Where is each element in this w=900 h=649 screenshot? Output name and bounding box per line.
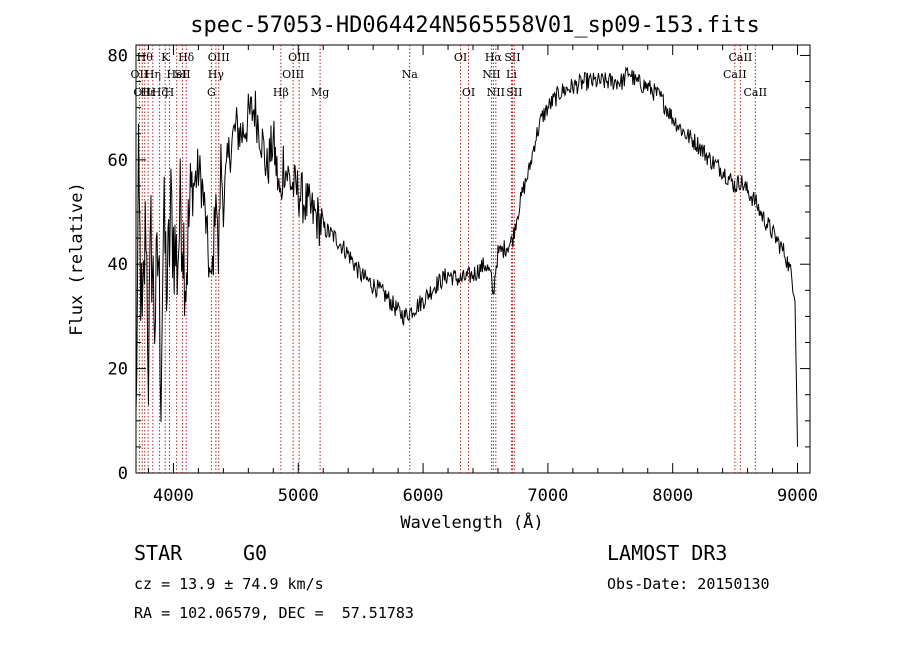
line-marker-label: CaII [723, 68, 747, 81]
line-marker-label: H [165, 86, 175, 99]
line-marker-label: OII [133, 86, 151, 99]
line-marker-label: OIII [282, 68, 304, 81]
line-marker-label: SII [506, 86, 522, 99]
x-axis-label: Wavelength (Å) [400, 511, 543, 533]
line-marker-label: NII [487, 86, 505, 99]
line-marker-label: Hζ [152, 86, 168, 99]
line-marker-label: Hγ [208, 68, 225, 81]
line-marker-label: G [207, 86, 216, 99]
survey-name: LAMOST DR3 [607, 541, 728, 565]
obs-date: Obs-Date: 20150130 [607, 575, 770, 593]
x-tick-label: 4000 [153, 486, 194, 506]
line-marker-label: CaII [743, 86, 767, 99]
line-marker-label: Li [506, 68, 517, 81]
line-marker-label: HeI [166, 68, 186, 81]
y-tick-label: 40 [108, 255, 128, 275]
x-tick-label: 7000 [527, 486, 568, 506]
line-marker-label: OI [462, 86, 475, 99]
line-marker-label: SII [174, 68, 190, 81]
line-marker-label: OI [454, 51, 467, 64]
x-tick-label: 6000 [403, 486, 444, 506]
line-marker-label: Hβ [273, 86, 289, 99]
emission-line-markers: OIIOIIHθHεHηHζKHHeISIIHδGHγOIIIHβOIIIOII… [131, 45, 767, 473]
line-marker-label: Hδ [178, 51, 195, 64]
line-marker-label: OII [131, 68, 149, 81]
chart-title: spec-57053-HD064424N565558V01_sp09-153.f… [190, 13, 760, 38]
x-tick-label: 9000 [777, 486, 818, 506]
coordinates: RA = 102.06579, DEC = 57.51783 [134, 604, 414, 622]
line-marker-label: Mg [311, 86, 329, 99]
line-marker-label: NII [482, 68, 500, 81]
line-marker-label: Hη [145, 68, 161, 81]
line-marker-label: CaII [729, 51, 753, 64]
line-marker-label: Hα [485, 51, 503, 64]
line-marker-label: Hε [140, 86, 156, 99]
line-marker-label: Na [402, 68, 419, 81]
line-marker-label: Hθ [137, 51, 154, 64]
line-marker-label: K [161, 51, 170, 64]
y-tick-label: 80 [108, 46, 128, 66]
line-marker-label: OIII [288, 51, 310, 64]
redshift-readout: cz = 13.9 ± 74.9 km/s [134, 575, 324, 593]
x-tick-label: 5000 [278, 486, 319, 506]
y-tick-label: 20 [108, 360, 128, 380]
x-tick-label: 8000 [652, 486, 693, 506]
object-type: STAR [134, 541, 183, 565]
spectrum-line [135, 66, 798, 447]
line-marker-label: OIII [208, 51, 230, 64]
y-tick-label: 60 [108, 151, 128, 171]
y-axis-label: Flux (relative) [67, 182, 87, 336]
line-marker-label: SII [504, 51, 520, 64]
spectral-subclass: G0 [243, 541, 268, 565]
axis-ticks: 4000 5000 6000 7000 8000 9000 0 20 40 60 80 [108, 45, 818, 506]
y-tick-label: 0 [118, 464, 128, 484]
